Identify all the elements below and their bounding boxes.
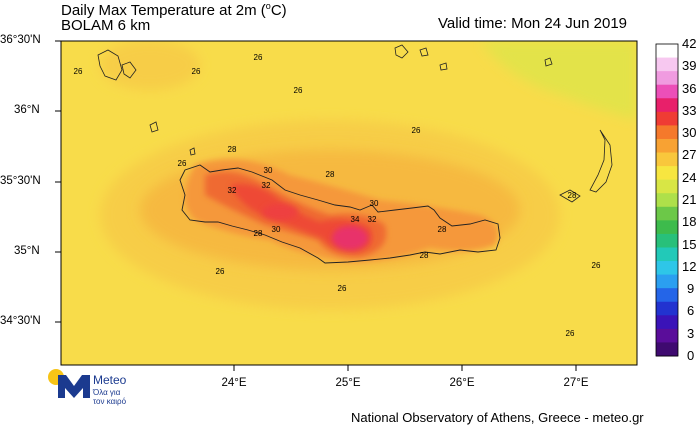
colorbar-swatch [656,98,678,113]
contour-label: 26 [178,159,187,168]
colorbar-swatch [656,301,678,316]
contour-label: 28 [228,145,237,154]
colorbar-swatch [656,125,678,140]
contour-label: 26 [566,329,575,338]
colorbar-swatch [656,138,678,154]
colorbar-tick-label: 33 [682,102,697,118]
contour-label: 26 [192,67,201,76]
contour-label: 26 [338,284,347,293]
contour-label: 26 [592,261,601,270]
contour-label: 30 [370,199,379,208]
meteo-m-icon [58,375,90,398]
colorbar-swatch [656,315,678,330]
contour-label: 30 [272,225,281,234]
map-frame [60,40,638,366]
contour-label: 28 [254,229,263,238]
contour-label: 26 [254,53,263,62]
contour-label: 34 [351,215,360,224]
colorbar-swatch [656,111,678,126]
colorbar-tick-label: 0 [687,348,695,363]
map-field [61,41,637,365]
lat-label-34-30: 34°30'N [0,315,41,327]
contour-label: 26 [412,126,421,135]
contour-label: 28 [326,170,335,179]
contour-label: 32 [368,215,377,224]
contour-label: 26 [294,86,303,95]
colorbar-swatch [656,274,678,289]
colorbar-tick-label: 30 [682,125,697,141]
colorbar-tick-label: 21 [682,192,697,207]
colorbar-tick-label: 42 [682,36,697,51]
colorbar-swatch [656,233,678,248]
lon-label-25: 25°E [335,377,361,389]
contour-label: 26 [216,267,225,276]
lon-label-24: 24°E [221,377,247,389]
colorbar-swatch [656,44,678,59]
colorbar-swatch [656,342,678,357]
lon-label-26: 26°E [449,377,475,389]
model-subtitle: BOLAM 6 km [61,17,151,34]
colorbar-tick-label: 24 [682,169,697,185]
colorbar-tick-label: 3 [687,325,695,341]
colorbar-swatch [656,288,678,303]
contour-label: 30 [264,166,273,175]
colorbar-tick-label: 9 [687,281,695,297]
colorbar-tick-label: 12 [682,258,697,274]
colorbar-swatch [656,220,678,235]
colorbar-tick-label: 39 [682,58,697,74]
colorbar-swatch [656,71,678,86]
colorbar-swatch [656,206,678,221]
colorbar-swatch [656,247,678,262]
colorbar-swatch [656,261,678,276]
colorbar-swatch [656,152,678,167]
valid-time: Valid time: Mon 24 Jun 2019 [438,15,628,32]
colorbar-tick-label: 18 [682,214,697,230]
contour-labels: 26 26 26 26 26 26 28 30 32 32 28 30 34 32 28 30 28 28 26 26… [74,53,601,338]
axis-ticks [55,40,577,371]
colorbar-tick-label: 27 [682,147,697,163]
meteo-logo [48,369,90,398]
logo-tagline-1: Όλα για [93,388,121,397]
lon-label-27: 27°E [563,377,589,389]
contour-label: 28 [438,225,447,234]
contour-label: 28 [420,251,429,260]
colorbar-swatch [656,166,678,181]
contour-label: 32 [262,181,271,190]
lat-label-35-30: 35°30'N [0,175,41,187]
logo-brand: Meteo [93,373,127,387]
lat-label-35: 35°N [14,245,40,257]
contour-label: 32 [228,186,237,195]
colorbar-swatch [656,179,678,194]
lat-label-36-30: 36°30'N [0,34,41,46]
colorbar-tick-label: 15 [682,236,697,252]
colorbar-tick-label: 36 [682,80,697,96]
colorbar-swatch [656,328,678,343]
logo-tagline-2: τον καιρό [93,397,127,406]
colorbar-tick-label: 6 [687,303,695,319]
contour-label: 26 [74,67,83,76]
colorbar-swatch [656,57,678,72]
colorbar-swatch [656,84,678,99]
contour-label: 28 [568,191,577,200]
chart-title: Daily Max Temperature at 2m (oC) [61,1,287,19]
colorbar [655,43,679,357]
lat-label-36: 36°N [14,104,40,116]
colorbar-swatch [656,193,678,208]
footer-credit: National Observatory of Athens, Greece -… [351,410,644,425]
